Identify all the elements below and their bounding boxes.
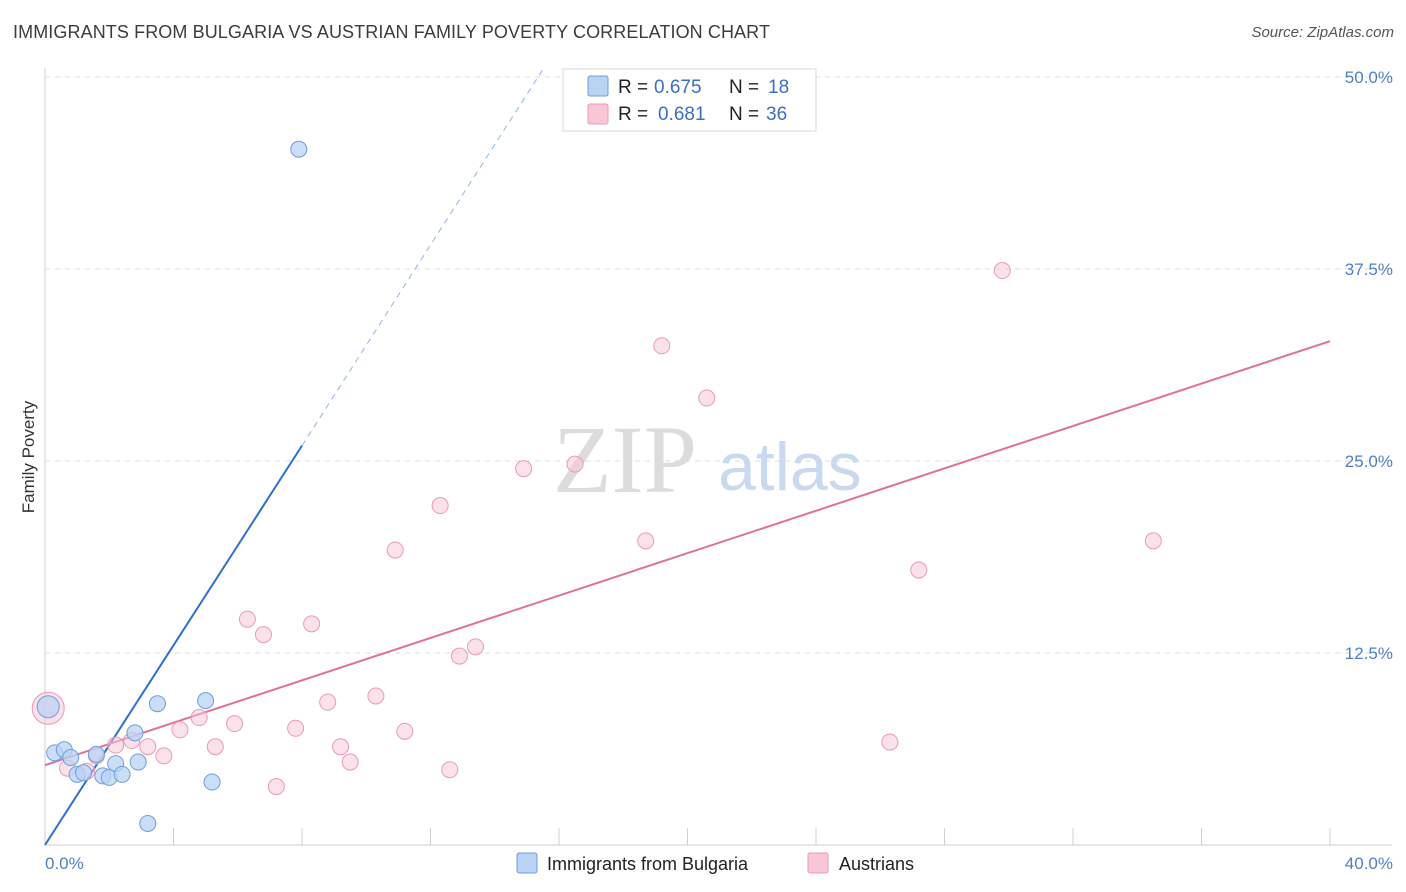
stats-legend: R = 0.675 N = 18 R = 0.681 N = 36 — [562, 68, 817, 132]
x-tick-label-max: 40.0% — [1345, 854, 1393, 873]
austrians-point-25 — [450, 647, 468, 665]
austrians-point-7 — [155, 747, 173, 765]
austrians-point-9 — [190, 709, 208, 727]
austrians-point-27 — [515, 460, 533, 478]
bulgaria-point-17 — [290, 140, 308, 158]
trend-line-bulgaria-extension — [301, 69, 544, 446]
y-tick-labels: 12.5% 25.0% 37.5% 50.0% — [1345, 68, 1393, 663]
austrians-point-17 — [319, 693, 337, 711]
series-legend-label-austrians: Austrians — [839, 854, 914, 874]
bulgaria-point-13 — [139, 814, 157, 832]
legend-r-value-blue: 0.675 — [654, 77, 702, 98]
bulgaria-point-3 — [62, 748, 80, 766]
austrians-point-32 — [881, 733, 899, 751]
austrians-point-12 — [238, 610, 256, 628]
austrians-point-23 — [431, 497, 449, 515]
y-tick-label-0: 12.5% — [1345, 644, 1393, 663]
bulgaria-point-0 — [36, 695, 60, 719]
chart-source: Source: ZipAtlas.com — [1251, 24, 1394, 41]
austrians-point-4 — [107, 736, 125, 754]
austrians-point-8 — [171, 721, 189, 739]
austrians-point-26 — [466, 638, 484, 656]
series-legend-swatch-austrians — [807, 852, 829, 874]
watermark-atlas: atlas — [718, 429, 862, 505]
austrians-point-19 — [341, 753, 359, 771]
y-axis-label: Family Poverty — [19, 400, 38, 513]
austrians-point-31 — [698, 389, 716, 407]
legend-n-label-pink: N = — [729, 104, 759, 125]
legend-r-label-pink: R = — [618, 104, 648, 125]
bulgaria-point-15 — [197, 692, 215, 710]
austrians-point-16 — [303, 615, 321, 633]
legend-swatch-blue — [587, 75, 609, 97]
x-axis-ticks — [173, 828, 1331, 845]
legend-n-value-blue: 18 — [768, 77, 789, 98]
austrians-points — [31, 262, 1162, 796]
austrians-point-24 — [441, 761, 459, 779]
series-legend-swatch-bulgaria — [516, 852, 538, 874]
legend-n-label-blue: N = — [729, 77, 759, 98]
bulgaria-point-14 — [148, 695, 166, 713]
austrians-point-33 — [910, 561, 928, 579]
bulgaria-point-12 — [129, 753, 147, 771]
austrians-point-14 — [267, 778, 285, 796]
austrians-point-22 — [396, 722, 414, 740]
bulgaria-point-11 — [126, 724, 144, 742]
austrians-point-18 — [332, 738, 350, 756]
bulgaria-points — [36, 140, 308, 832]
austrians-point-29 — [637, 532, 655, 550]
bulgaria-point-6 — [87, 745, 105, 763]
series-legend: Immigrants from Bulgaria Austrians — [516, 852, 914, 874]
bulgaria-point-10 — [113, 765, 131, 783]
austrians-point-34 — [993, 262, 1011, 280]
austrians-point-20 — [367, 687, 385, 705]
series-legend-label-bulgaria: Immigrants from Bulgaria — [547, 854, 749, 874]
austrians-point-13 — [254, 626, 272, 644]
austrians-point-35 — [1144, 532, 1162, 550]
bulgaria-point-5 — [75, 764, 93, 782]
austrians-point-6 — [139, 738, 157, 756]
austrians-point-11 — [226, 715, 244, 733]
y-tick-label-3: 50.0% — [1345, 68, 1393, 87]
austrians-point-28 — [566, 455, 584, 473]
y-tick-label-2: 37.5% — [1345, 260, 1393, 279]
y-tick-label-1: 25.0% — [1345, 452, 1393, 471]
legend-r-value-pink: 0.681 — [658, 104, 706, 125]
trend-line-austrians — [44, 340, 1331, 767]
austrians-point-30 — [653, 337, 671, 355]
chart-title: IMMIGRANTS FROM BULGARIA VS AUSTRIAN FAM… — [13, 22, 771, 42]
gridlines — [45, 76, 1392, 654]
austrians-point-21 — [386, 541, 404, 559]
legend-swatch-pink — [587, 103, 609, 125]
bulgaria-point-16 — [203, 773, 221, 791]
x-tick-label-min: 0.0% — [45, 854, 84, 873]
legend-n-value-pink: 36 — [766, 104, 787, 125]
trend-line-bulgaria — [44, 445, 303, 846]
austrians-point-10 — [206, 738, 224, 756]
legend-r-label-blue: R = — [618, 77, 648, 98]
austrians-point-15 — [287, 719, 305, 737]
